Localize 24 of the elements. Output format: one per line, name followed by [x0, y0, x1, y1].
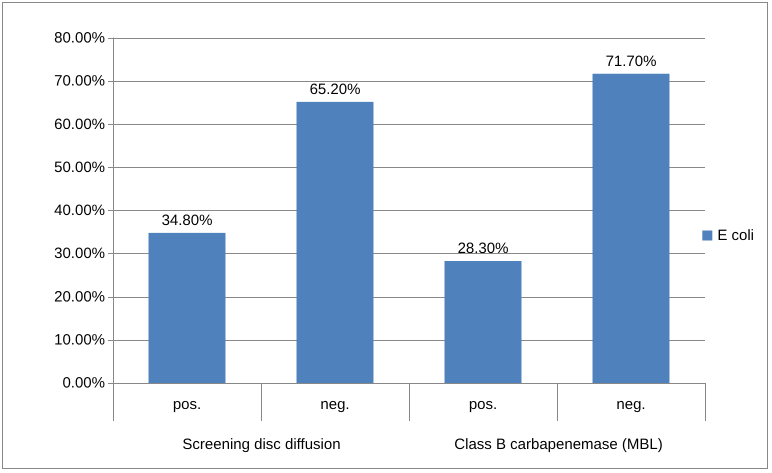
- data-label: 28.30%: [458, 240, 508, 257]
- data-label: 34.80%: [162, 212, 212, 229]
- y-tick-label: 0.00%: [62, 374, 105, 392]
- x-tick-label: neg.: [616, 396, 646, 413]
- y-tick-label: 60.00%: [54, 116, 105, 133]
- x-tick-label: pos.: [172, 396, 202, 413]
- bar: [296, 102, 374, 383]
- y-tick-label: 70.00%: [54, 72, 105, 90]
- bar: [592, 74, 670, 383]
- data-label: 71.70%: [606, 52, 656, 70]
- data-label: 65.20%: [310, 80, 360, 98]
- x-tick-label: neg.: [320, 396, 350, 413]
- legend-label: E coli: [717, 227, 754, 244]
- bar: [148, 232, 226, 383]
- text: Class B carbapenemase (MBL): [454, 436, 663, 453]
- y-tick-label: 10.00%: [54, 331, 105, 348]
- y-tick-label: 40.00%: [54, 202, 105, 219]
- text: Screening disc diffusion: [182, 436, 341, 453]
- bar: [444, 260, 522, 383]
- y-tick-label: 50.00%: [54, 158, 105, 176]
- y-tick-label: 20.00%: [54, 288, 105, 306]
- x-tick-label: pos.: [468, 396, 498, 413]
- y-tick-label: 30.00%: [54, 245, 105, 262]
- y-tick-label: 80.00%: [54, 30, 105, 46]
